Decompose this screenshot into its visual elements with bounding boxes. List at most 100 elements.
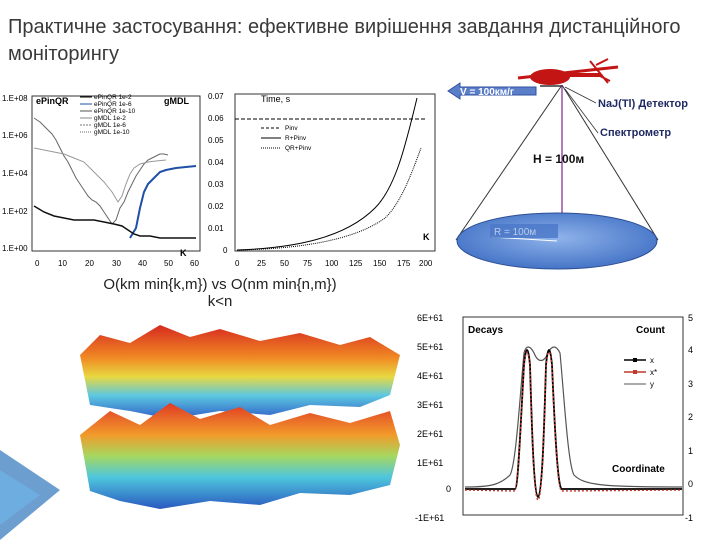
y2-tick: 0 <box>688 479 693 489</box>
speed-arrow: V = 100км/г <box>447 82 537 100</box>
legend-entry: ePinQR 1e-6 <box>94 101 132 108</box>
chart-title-2: gMDL <box>164 96 189 106</box>
legend-entry: gMDL 1e-10 <box>94 129 130 136</box>
y-tick: 1.E+04 <box>2 169 28 178</box>
y-tick: 0.07 <box>208 92 224 101</box>
x-tick: 0 <box>235 259 240 268</box>
x-tick: 75 <box>303 259 312 268</box>
x-tick: 100 <box>325 259 339 268</box>
height-label: H = 100м <box>533 152 584 166</box>
x-tick: 50 <box>164 259 173 268</box>
cone-right-edge <box>561 84 659 241</box>
legend-entry: ePinQR 1e-10 <box>94 108 136 115</box>
detector-label: NaJ(Tl) Детектор <box>598 98 688 110</box>
caption-line-1: O(km min{k,m}) vs O(nm min{n,m}) <box>103 276 337 293</box>
y-tick: 3E+61 <box>417 400 443 410</box>
chart-title-2: Count <box>636 325 666 336</box>
y-tick: 0.02 <box>208 202 224 211</box>
y-tick: 1.E+00 <box>2 244 28 253</box>
y-tick: 0.03 <box>208 180 224 189</box>
epinqr-curve-blue <box>129 165 197 239</box>
decays-chart: 6E+61 5E+61 4E+61 3E+61 2E+61 1E+61 0 -1… <box>415 313 693 523</box>
legend: x x* y <box>624 356 657 389</box>
y-tick: 6E+61 <box>417 313 443 323</box>
x-tick: 0 <box>35 259 40 268</box>
chart-title: ePinQR <box>36 96 69 106</box>
speed-label: V = 100км/г <box>460 87 514 98</box>
epinqr-curve-black <box>33 205 196 239</box>
radius-label-box <box>490 224 558 238</box>
x-axis-label: K <box>423 232 430 242</box>
x-tick: 20 <box>85 259 94 268</box>
gmdl-curve <box>33 117 169 225</box>
terrain-surface-2 <box>80 403 400 509</box>
legend-entry: x* <box>650 368 657 377</box>
y2-tick: 5 <box>688 313 693 323</box>
y-tick: 5E+61 <box>417 342 443 352</box>
caption-line-2: k<n <box>207 293 233 310</box>
x-axis-label: K <box>180 248 187 258</box>
y-tick: 0 <box>446 484 451 494</box>
legend-entry: gMDL 1e-6 <box>94 122 126 129</box>
spectrometer-label: Спектрометр <box>600 127 671 139</box>
x-tick: 125 <box>349 259 363 268</box>
y-tick: 1.E+06 <box>2 131 28 140</box>
r-pinv-curve <box>236 97 418 251</box>
legend: ePinQR 1e-2 ePinQR 1e-6 ePinQR 1e-10 gMD… <box>80 94 136 136</box>
complexity-caption: O(km min{k,m}) vs O(nm min{n,m}) k<n <box>60 276 380 310</box>
y2-tick: 1 <box>688 446 693 456</box>
slide-title: Практичне застосування: ефективне виріше… <box>8 16 681 65</box>
legend-entry: x <box>650 356 654 365</box>
y-tick: 1.E+08 <box>2 94 28 103</box>
y-curve <box>464 346 683 488</box>
plot-frame <box>234 93 436 252</box>
y2-tick: -1 <box>685 513 693 523</box>
x-tick: 30 <box>112 259 121 268</box>
legend-entry: ePinQR 1e-2 <box>94 94 132 101</box>
x-tick: 40 <box>138 259 147 268</box>
x-tick: 175 <box>397 259 411 268</box>
y-tick: 0.06 <box>208 114 224 123</box>
y-tick: 2E+61 <box>417 429 443 439</box>
terrain-surface-1 <box>80 325 400 419</box>
terrain-surfaces <box>80 325 400 509</box>
y-tick: -1E+61 <box>415 513 444 523</box>
gmdl-curve-2 <box>33 147 167 203</box>
x-star-curve <box>464 351 683 501</box>
legend-entry: QR+Pinv <box>285 145 312 152</box>
cone-left-edge <box>455 84 563 241</box>
x-tick: 200 <box>419 259 433 268</box>
radius-label: R = 100м <box>494 227 536 238</box>
y-tick: 1E+61 <box>417 458 443 468</box>
x-tick: 50 <box>280 259 289 268</box>
pointer-line <box>564 86 597 104</box>
legend-entry: R+Pinv <box>285 135 307 142</box>
detector-scene: R = 100м V = 100км/г NaJ(Tl) Детектор Сп… <box>447 58 688 270</box>
decorative-wedge <box>0 450 60 540</box>
y-tick: 0 <box>223 246 228 255</box>
time-chart: 0.07 0.06 0.05 0.04 0.03 0.02 0.01 0 0 2… <box>208 92 436 268</box>
y-tick: 0.01 <box>208 224 224 233</box>
y2-tick: 3 <box>688 379 693 389</box>
pointer-line <box>564 88 599 134</box>
qr-pinv-curve <box>236 147 422 251</box>
y-tick: 1.E+02 <box>2 207 28 216</box>
legend-entry: Pinv <box>285 125 298 132</box>
legend-entry: gMDL 1e-2 <box>94 115 126 122</box>
helicopter-icon <box>517 58 619 87</box>
plot-frame <box>462 316 684 516</box>
chart-title: Time, s <box>261 94 291 104</box>
epinqr-gmdl-chart: 1.E+08 1.E+06 1.E+04 1.E+02 1.E+00 0 10 … <box>2 94 201 268</box>
chart-title: Decays <box>468 325 503 336</box>
x-axis-label: Coordinate <box>612 464 665 475</box>
x-tick: 25 <box>257 259 266 268</box>
x-tick: 10 <box>58 259 67 268</box>
y-tick: 0.05 <box>208 136 224 145</box>
y-tick: 4E+61 <box>417 371 443 381</box>
y-tick: 0.04 <box>208 158 224 167</box>
x-tick: 150 <box>373 259 387 268</box>
x-tick: 60 <box>190 259 199 268</box>
y2-tick: 2 <box>688 412 693 422</box>
legend: Pinv R+Pinv QR+Pinv <box>261 125 312 152</box>
legend-entry: y <box>650 380 654 389</box>
